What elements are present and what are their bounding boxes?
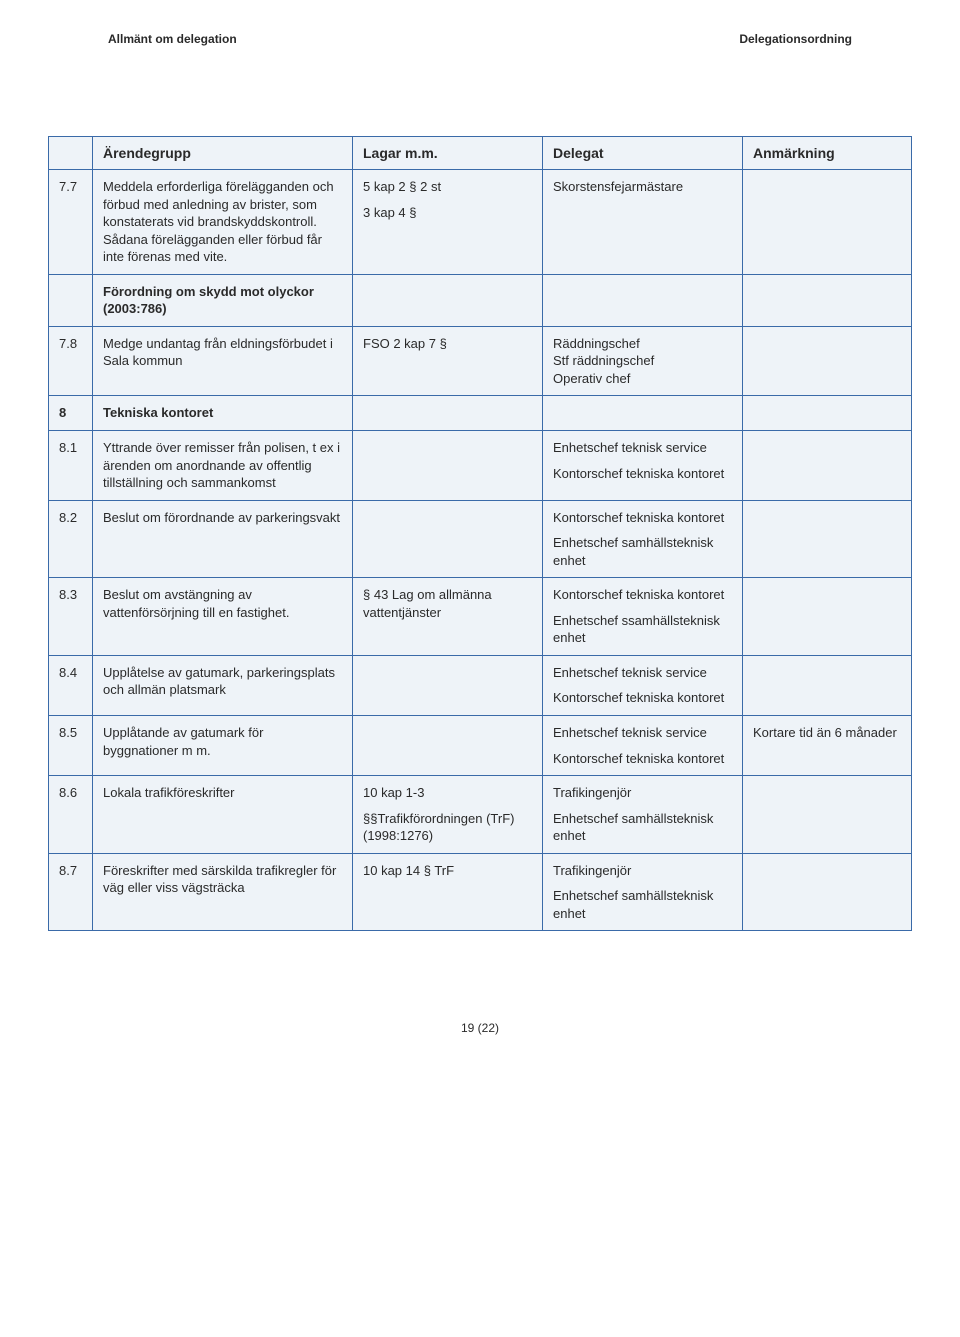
table-row: 8.4 Upplåtelse av gatumark, parkeringspl… bbox=[49, 655, 912, 715]
cell-text: Kontorschef tekniska kontoret bbox=[553, 587, 724, 602]
cell-num: 8.3 bbox=[49, 578, 93, 656]
cell-delegat: Räddningschef Stf räddningschef Operativ… bbox=[543, 326, 743, 396]
cell-lagar bbox=[353, 274, 543, 326]
table-row: 7.8 Medge undantag från eldningsförbudet… bbox=[49, 326, 912, 396]
table-row: 8 Tekniska kontoret bbox=[49, 396, 912, 431]
cell-text: 3 kap 4 § bbox=[363, 204, 532, 222]
cell-delegat: Enhetschef teknisk service Kontorschef t… bbox=[543, 716, 743, 776]
col-lagar: Lagar m.m. bbox=[353, 137, 543, 170]
cell-arende: Beslut om avstängning av vattenförsörjni… bbox=[93, 578, 353, 656]
cell-text: Trafikingenjör bbox=[553, 785, 631, 800]
col-delegat: Delegat bbox=[543, 137, 743, 170]
cell-num: 7.8 bbox=[49, 326, 93, 396]
cell-text: Räddningschef bbox=[553, 336, 640, 351]
cell-text: Enhetschef samhällsteknisk enhet bbox=[553, 887, 732, 922]
page-header: Allmänt om delegation Delegationsordning bbox=[48, 32, 912, 46]
cell-anm bbox=[743, 431, 912, 501]
cell-arende: Förordning om skydd mot olyckor (2003:78… bbox=[93, 274, 353, 326]
cell-lagar: § 43 Lag om allmänna vattentjänster bbox=[353, 578, 543, 656]
cell-num: 8.2 bbox=[49, 500, 93, 578]
cell-arende: Tekniska kontoret bbox=[93, 396, 353, 431]
cell-text: Enhetschef samhällsteknisk enhet bbox=[553, 534, 732, 569]
cell-delegat: Trafikingenjör Enhetschef samhällsteknis… bbox=[543, 776, 743, 854]
col-arendegrupp: Ärendegrupp bbox=[93, 137, 353, 170]
cell-arende: Meddela erforderliga förelägganden och f… bbox=[93, 170, 353, 275]
table-row: 8.5 Upplåtande av gatumark för byggnatio… bbox=[49, 716, 912, 776]
cell-lagar: 10 kap 1-3 §§Trafikförordningen (TrF) (1… bbox=[353, 776, 543, 854]
cell-delegat: Enhetschef teknisk service Kontorschef t… bbox=[543, 655, 743, 715]
cell-num: 7.7 bbox=[49, 170, 93, 275]
cell-num: 8.1 bbox=[49, 431, 93, 501]
cell-arende: Yttrande över remisser från polisen, t e… bbox=[93, 431, 353, 501]
cell-delegat: Trafikingenjör Enhetschef samhällsteknis… bbox=[543, 853, 743, 931]
table-row: 8.3 Beslut om avstängning av vattenförsö… bbox=[49, 578, 912, 656]
cell-lagar bbox=[353, 500, 543, 578]
cell-arende: Medge undantag från eldningsförbudet i S… bbox=[93, 326, 353, 396]
table-row: 8.6 Lokala trafikföreskrifter 10 kap 1-3… bbox=[49, 776, 912, 854]
cell-text: Enhetschef teknisk service bbox=[553, 440, 707, 455]
cell-text: Enhetschef teknisk service bbox=[553, 725, 707, 740]
cell-delegat bbox=[543, 396, 743, 431]
cell-arende: Beslut om förordnande av parkeringsvakt bbox=[93, 500, 353, 578]
header-right: Delegationsordning bbox=[739, 32, 852, 46]
cell-lagar: FSO 2 kap 7 § bbox=[353, 326, 543, 396]
cell-num: 8.5 bbox=[49, 716, 93, 776]
cell-num bbox=[49, 274, 93, 326]
cell-delegat: Skorstensfejarmästare bbox=[543, 170, 743, 275]
table-row: 7.7 Meddela erforderliga förelägganden o… bbox=[49, 170, 912, 275]
cell-lagar: 5 kap 2 § 2 st 3 kap 4 § bbox=[353, 170, 543, 275]
cell-lagar bbox=[353, 431, 543, 501]
table-header-row: Ärendegrupp Lagar m.m. Delegat Anmärknin… bbox=[49, 137, 912, 170]
cell-arende: Föreskrifter med särskilda trafikregler … bbox=[93, 853, 353, 931]
col-anmarkning: Anmärkning bbox=[743, 137, 912, 170]
cell-arende: Upplåtelse av gatumark, parkeringsplats … bbox=[93, 655, 353, 715]
cell-lagar bbox=[353, 655, 543, 715]
cell-lagar: 10 kap 14 § TrF bbox=[353, 853, 543, 931]
cell-anm bbox=[743, 326, 912, 396]
cell-anm bbox=[743, 578, 912, 656]
delegation-table: Ärendegrupp Lagar m.m. Delegat Anmärknin… bbox=[48, 136, 912, 931]
cell-num: 8 bbox=[49, 396, 93, 431]
header-left: Allmänt om delegation bbox=[108, 32, 237, 46]
cell-text: Kontorschef tekniska kontoret bbox=[553, 510, 724, 525]
cell-delegat: Kontorschef tekniska kontoret Enhetschef… bbox=[543, 578, 743, 656]
cell-anm: Kortare tid än 6 månader bbox=[743, 716, 912, 776]
cell-num: 8.7 bbox=[49, 853, 93, 931]
cell-anm bbox=[743, 170, 912, 275]
cell-text: Stf räddningschef bbox=[553, 353, 654, 368]
cell-text: Operativ chef bbox=[553, 371, 630, 386]
cell-text: Kontorschef tekniska kontoret bbox=[553, 689, 732, 707]
cell-arende: Upplåtande av gatumark för byggnationer … bbox=[93, 716, 353, 776]
page-number: 19 (22) bbox=[48, 1021, 912, 1035]
table-row: 8.2 Beslut om förordnande av parkeringsv… bbox=[49, 500, 912, 578]
cell-text: Trafikingenjör bbox=[553, 863, 631, 878]
table-row: 8.7 Föreskrifter med särskilda trafikreg… bbox=[49, 853, 912, 931]
col-num bbox=[49, 137, 93, 170]
cell-num: 8.6 bbox=[49, 776, 93, 854]
table-row: Förordning om skydd mot olyckor (2003:78… bbox=[49, 274, 912, 326]
cell-text: Enhetschef ssamhällsteknisk enhet bbox=[553, 612, 732, 647]
cell-anm bbox=[743, 500, 912, 578]
cell-text: §§Trafikförordningen (TrF) (1998:1276) bbox=[363, 810, 532, 845]
cell-text: 5 kap 2 § 2 st bbox=[363, 179, 441, 194]
cell-anm bbox=[743, 396, 912, 431]
cell-delegat bbox=[543, 274, 743, 326]
cell-lagar bbox=[353, 396, 543, 431]
cell-text: Kontorschef tekniska kontoret bbox=[553, 750, 732, 768]
cell-text: Kontorschef tekniska kontoret bbox=[553, 465, 732, 483]
cell-text: 10 kap 1-3 bbox=[363, 785, 424, 800]
cell-arende: Lokala trafikföreskrifter bbox=[93, 776, 353, 854]
cell-anm bbox=[743, 655, 912, 715]
cell-anm bbox=[743, 853, 912, 931]
table-row: 8.1 Yttrande över remisser från polisen,… bbox=[49, 431, 912, 501]
cell-delegat: Enhetschef teknisk service Kontorschef t… bbox=[543, 431, 743, 501]
cell-anm bbox=[743, 274, 912, 326]
cell-anm bbox=[743, 776, 912, 854]
cell-text: Enhetschef teknisk service bbox=[553, 665, 707, 680]
cell-text: Enhetschef samhällsteknisk enhet bbox=[553, 810, 732, 845]
cell-num: 8.4 bbox=[49, 655, 93, 715]
cell-delegat: Kontorschef tekniska kontoret Enhetschef… bbox=[543, 500, 743, 578]
cell-lagar bbox=[353, 716, 543, 776]
